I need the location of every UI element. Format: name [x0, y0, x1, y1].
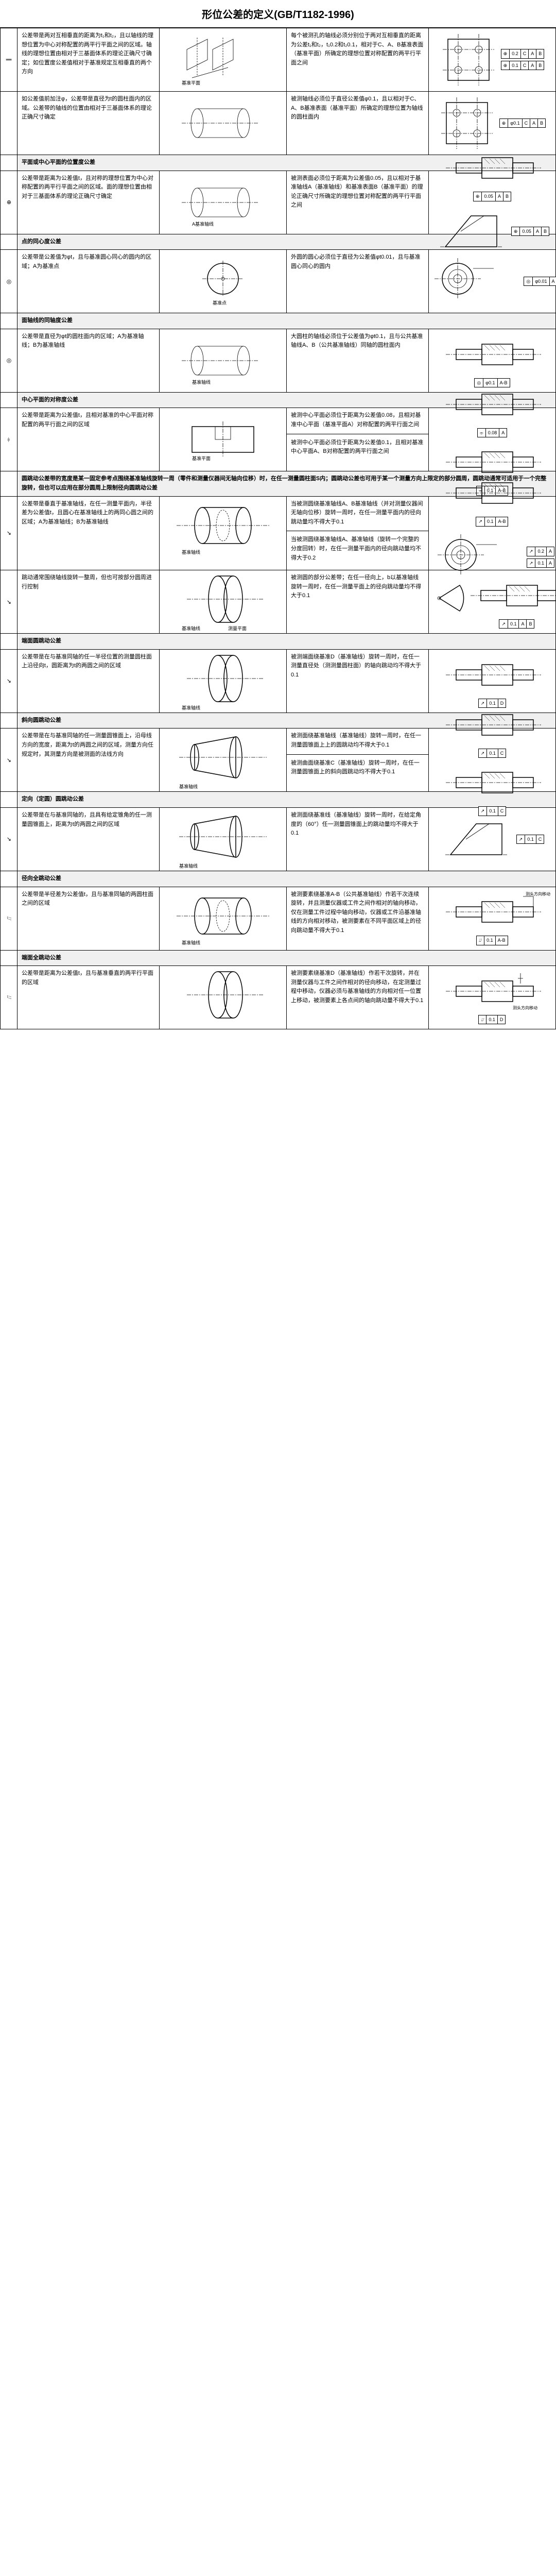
diagram-right: ◎φ0.1A-B — [428, 329, 555, 392]
symbol-cell: ◎ — [1, 250, 18, 313]
definition-left: 公差带是距离为公差值t，且与基准垂直的两平行平面的区域 — [17, 966, 159, 1029]
diagram-left: 基准轴线 — [159, 496, 286, 570]
symbol-cell: ↗ — [1, 570, 18, 634]
definition-right: 被测面绕基准线（基准轴线）旋转一周时，在给定角度的（60°）任一测量圆锥面上的跳… — [286, 807, 428, 871]
diagram-left: A基准轴线 — [159, 171, 286, 234]
diagram-right: ↗0.1C↗0.1C — [428, 728, 555, 792]
symbol-cell: ↗ — [1, 807, 18, 871]
diagram-left: 基准轴线 — [159, 728, 286, 792]
svg-text:基准轴线: 基准轴线 — [192, 379, 211, 385]
section-header: 端面全跳动公差 — [17, 950, 555, 966]
symbol-cell: ⊕ — [1, 171, 18, 234]
definition-left: 跳动通常围绕轴线旋转一整周，但也可按部分圆周进行控制 — [17, 570, 159, 634]
diagram-right: ⌯0.08A⌯0.1A-B — [428, 408, 555, 471]
diagram-right: ↗0.1AB — [428, 570, 555, 634]
symbol-cell: ◎ — [1, 329, 18, 392]
definition-left: 公差带是公差值为φt，且与基准圆心同心的圆内的区域；A为基准点 — [17, 250, 159, 313]
diagram-right: ↗0.1D — [428, 649, 555, 713]
diagram-right: ⊕0.05AB⊕0.05AB — [428, 171, 555, 234]
symbol-cell — [1, 92, 18, 155]
definition-left: 公差带是直径为φt的圆柱面内的区域；A为基准轴线；B为基准轴线 — [17, 329, 159, 392]
definition-left: 如公差值前加注φ，公差带是直径为t的圆柱面内的区域。公差带的轴线的位置由相对于三… — [17, 92, 159, 155]
definition-left: 公差带是在与基准同轴的任一半径位置的测量圆柱面上沿径向t，圆距离为t的两圆之间的… — [17, 649, 159, 713]
diagram-right: ⊕φ0.1CAB — [428, 92, 555, 155]
diagram-left: 基准平面 — [159, 408, 286, 471]
definition-right: 大圆柱的轴线必须位于公差值为φt0.1，且与公共基准轴线A、B（公共基准轴线）同… — [286, 329, 428, 392]
page-title: 形位公差的定义(GB/T1182-1996) — [0, 0, 556, 28]
definition-left: 公差带是距离为公差值t，且相对基准的中心平面对称配置的两平行面之间的区域 — [17, 408, 159, 471]
definition-left: 公差带是在与基准同轴的，且具有给定锥角的任一测量圆锥面上，距离为t的两圆之间的区… — [17, 807, 159, 871]
svg-text:测头方向移动: 测头方向移动 — [513, 1005, 537, 1010]
section-header: 径向全跳动公差 — [17, 871, 555, 887]
svg-text:A基准轴线: A基准轴线 — [192, 221, 214, 227]
svg-text:测头方向移动: 测头方向移动 — [526, 891, 550, 896]
definition-right: 被测要素绕基准A-B（公共基准轴线）作若干次连续旋转，并且测量仪器或工件之间作相… — [286, 887, 428, 950]
diagram-right: 测头方向移动⌰0.1A-B — [428, 887, 555, 950]
symbol-cell: ⌰ — [1, 966, 18, 1029]
diagram-left — [159, 92, 286, 155]
tolerance-definition-table: ∥公差带是两对互相垂直的距离为t₁和t₂，且以轴线的理想位置为中心对称配置的两平… — [0, 28, 556, 1029]
symbol-cell: ↗ — [1, 496, 18, 570]
svg-text:基准轴线: 基准轴线 — [179, 784, 198, 789]
diagram-left: 基准轴线 — [159, 329, 286, 392]
diagram-right: 测头方向移动⌰0.1D — [428, 966, 555, 1029]
symbol-cell: ↗ — [1, 649, 18, 713]
definition-right: 被测表面必须位于距离为公差值0.05，且以相对于基准轴线A（基准轴线）和基准表面… — [286, 171, 428, 234]
diagram-right: ◎φ0.01A — [428, 250, 555, 313]
svg-text:基准轴线: 基准轴线 — [182, 705, 200, 710]
definition-right: 被测面绕基准轴线（基准轴线）旋转一周时，在任一测量圆锥面上上的圆跳动均不得大于0… — [286, 728, 428, 792]
diagram-left: 基准轴线 — [159, 887, 286, 950]
section-header: 端面圆跳动公差 — [17, 634, 555, 650]
definition-left: 公差带是垂直于基准轴线，在任一测量平面内，半径差为公差值t，且圆心在基准轴线上的… — [17, 496, 159, 570]
diagram-left: 基准轴线 — [159, 807, 286, 871]
diagram-left: 基准点 — [159, 250, 286, 313]
definition-left: 公差带是半径差为公差值t，且与基准同轴的两圆柱面之间的区域 — [17, 887, 159, 950]
symbol-cell: ⌰ — [1, 887, 18, 950]
definition-right: 当被测圆绕基准轴线A、B基准轴线（并对测量仪器间无轴向位移）旋转一周时，在任一测… — [286, 496, 428, 570]
diagram-left: 基准轴线 测量平面 — [159, 570, 286, 634]
definition-right: 被测圆的部分公差带；在任一径向上，b以基准轴线旋转一周时，在任一测量平面上的径向… — [286, 570, 428, 634]
definition-left: 公差带是在与基准同轴的任一测量圆锥面上，沿母线方向的宽度，距离为t的两圆之间的区… — [17, 728, 159, 792]
definition-right: 被测轴线必须位于直径公差值φ0.1，且以相对于C、A、B基准表面（基准平面）所确… — [286, 92, 428, 155]
definition-right: 外圆的圆心必须位于直径为公差值φt0.01，且与基准圆心同心的圆内 — [286, 250, 428, 313]
svg-text:基准轴线: 基准轴线 — [179, 863, 198, 869]
svg-text:基准轴线: 基准轴线 — [182, 625, 200, 631]
symbol-cell: ∥ — [1, 28, 18, 92]
definition-right: 被测端面绕基准D（基准轴线）旋转一周时，在任一测量直径处（测测量圆柱面）的轴向跳… — [286, 649, 428, 713]
diagram-left: 基准轴线 — [159, 649, 286, 713]
definition-right: 被测要素绕基准D（基准轴线）作若干次旋转，并在测量仪器与工件之间作相对的径向移动… — [286, 966, 428, 1029]
definition-left: 公差带是距离为公差值t，且对称的理想位置为中心对称配置的两平行平面之间的区域。面… — [17, 171, 159, 234]
diagram-left — [159, 966, 286, 1029]
diagram-right: ↗0.1A-B↗0.2A↗0.1A — [428, 496, 555, 570]
svg-text:基准轴线: 基准轴线 — [182, 549, 200, 555]
svg-text:基准点: 基准点 — [213, 300, 227, 306]
symbol-cell: ⌯ — [1, 408, 18, 471]
svg-text:基准平面: 基准平面 — [182, 80, 200, 86]
diagram-left: 基准平面 — [159, 28, 286, 92]
definition-right: 被测中心平面必须位于距离为公差值0.08，且相对基准中心平面（基准平面A）对称配… — [286, 408, 428, 471]
definition-right: 每个被测孔的轴线必须分别位于两对互相垂直的距离为公差t₁和t₂，t₁0.2和t₂… — [286, 28, 428, 92]
section-header: 面轴线的同轴度公差 — [17, 313, 555, 329]
definition-left: 公差带是两对互相垂直的距离为t₁和t₂，且以轴线的理想位置为中心对称配置的两平行… — [17, 28, 159, 92]
svg-text:测量平面: 测量平面 — [228, 626, 247, 631]
svg-text:基准平面: 基准平面 — [192, 455, 211, 461]
symbol-cell: ↗ — [1, 728, 18, 792]
svg-text:基准轴线: 基准轴线 — [182, 940, 200, 945]
diagram-right: ⊕0.2CAB⊕0.1CAB — [428, 28, 555, 92]
diagram-right: ↗0.1C — [428, 807, 555, 871]
